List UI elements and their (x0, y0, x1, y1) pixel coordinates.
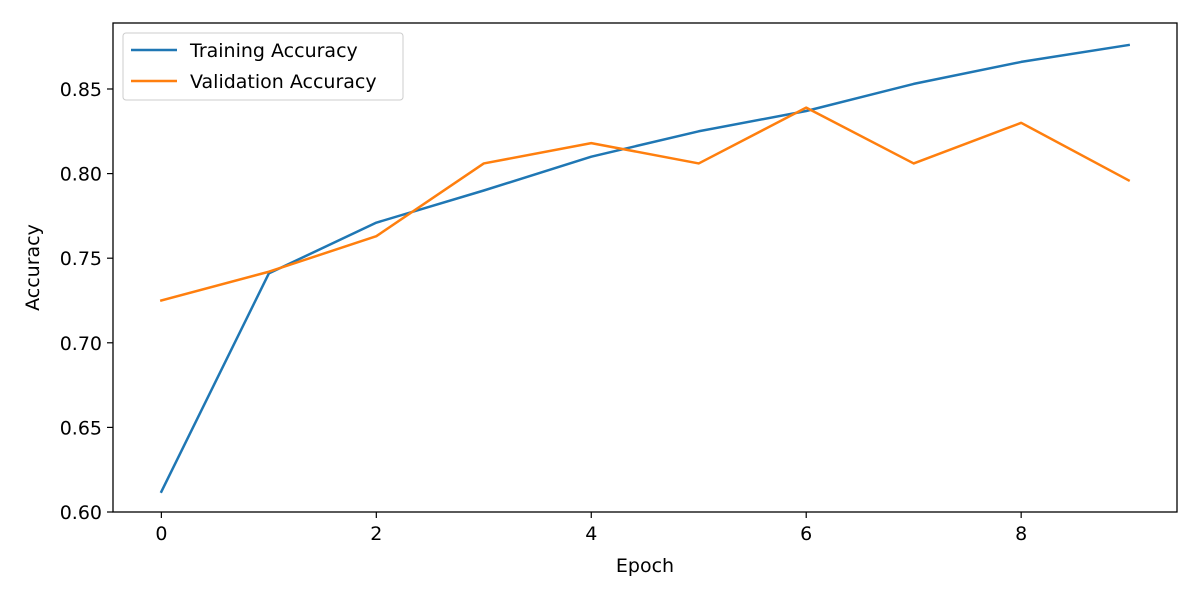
validation-accuracy-line (159, 106, 1131, 303)
x-tick-label: 4 (585, 523, 597, 545)
series-layer (159, 43, 1131, 494)
y-tick-label: 0.65 (60, 417, 102, 439)
x-tick-label: 2 (370, 523, 382, 545)
legend-box (122, 32, 404, 101)
x-tick-label: 0 (155, 523, 167, 545)
y-tick-label: 0.85 (60, 79, 102, 101)
y-tick-label: 0.70 (60, 333, 102, 355)
legend-label-validation: Validation Accuracy (190, 71, 377, 93)
x-tick-label: 8 (1015, 523, 1027, 545)
ticks-layer: 0 2 4 6 8 0.60 0.65 0.70 0.75 0.80 0.85 (60, 79, 1028, 545)
legend-label-training: Training Accuracy (189, 40, 358, 62)
y-tick-label: 0.80 (60, 164, 102, 186)
training-accuracy-line (159, 43, 1131, 494)
x-axis-label: Epoch (616, 555, 674, 577)
x-tick-label: 6 (800, 523, 812, 545)
y-axis-label: Accuracy (22, 224, 44, 311)
y-tick-label: 0.75 (60, 248, 102, 270)
plot-area-frame (112, 22, 1178, 513)
y-tick-label: 0.60 (60, 502, 102, 524)
legend: Training Accuracy Validation Accuracy (122, 32, 404, 101)
